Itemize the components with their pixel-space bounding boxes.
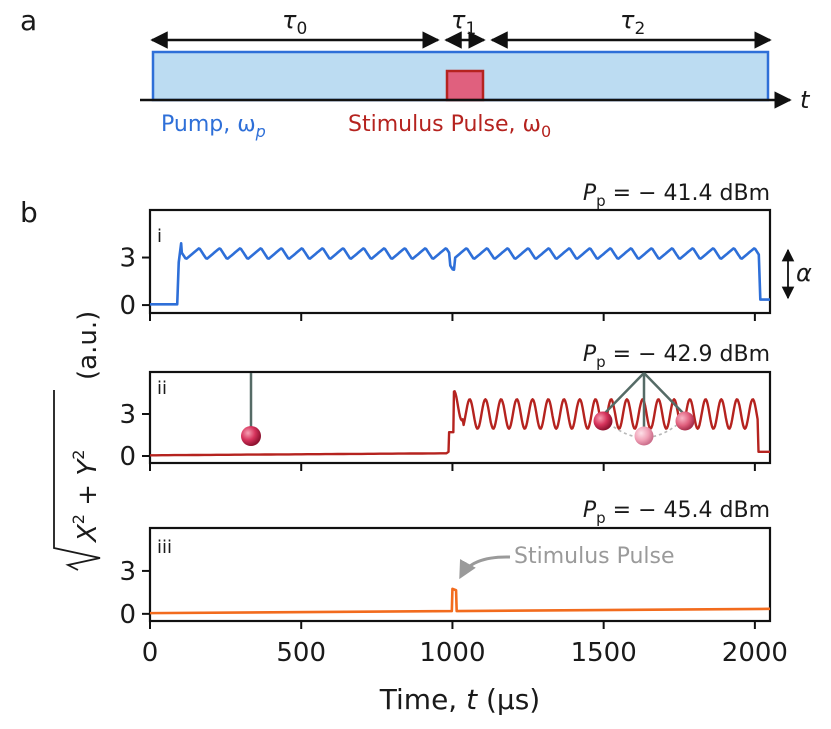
trace-i (150, 241, 770, 306)
y-tick-label: 0 (119, 600, 136, 630)
x-tick-label: 1000 (419, 638, 485, 668)
y-axis-label-units: (a.u.) (73, 311, 103, 380)
panel-a-label: a (20, 4, 37, 37)
trace-iii (149, 587, 771, 615)
x-tick-label: 1500 (571, 638, 637, 668)
swing-ball-right (675, 411, 695, 431)
y-axis-label: X2 + Y2 (a.u.) (53, 311, 103, 571)
stimulus-pulse-block (445, 69, 485, 102)
axis-ticks: 0 3 0 3 0 3 0 500 1000 1500 2000 (119, 244, 788, 668)
stimulus-annotation-arrow (459, 555, 511, 580)
subplot-ii-title: Pp = − 42.9 dBm (583, 342, 770, 371)
x-tick-label: 500 (276, 638, 326, 668)
y-tick-label: 0 (119, 442, 136, 472)
panel-b-label: b (20, 196, 38, 229)
time-axis-label: t (800, 86, 811, 114)
subplot-iii-roman: iii (157, 537, 172, 558)
trace-ii (150, 390, 770, 457)
x-axis-label: Time, t (μs) (379, 683, 540, 716)
swing-rod-right (643, 372, 685, 415)
alpha-label: α (796, 259, 812, 287)
subplot-iii: iii Pp = − 45.4 dBm Stimulus Pulse (148, 498, 772, 623)
subplot-ii: ii Pp = − 42.9 dBm (148, 342, 772, 465)
subplot-i: i Pp = − 41.4 dBm α (148, 181, 812, 315)
panel-a: a τ0 τ1 τ2 t Pump, ωp Stimulus Pulse, ω0 (20, 4, 811, 141)
x-tick-label: 0 (142, 638, 159, 668)
subplot-i-roman: i (157, 226, 162, 247)
subplot-i-title: Pp = − 41.4 dBm (583, 181, 770, 210)
y-tick-label: 0 (119, 291, 136, 321)
subplot-ii-frame (148, 370, 772, 465)
y-axis-label-radicand: X2 + Y2 (69, 450, 103, 544)
y-tick-label: 3 (119, 400, 136, 430)
pump-legend: Pump, ωp (161, 112, 266, 141)
y-tick-label: 3 (119, 557, 136, 587)
stimulus-legend: Stimulus Pulse, ω0 (348, 112, 551, 141)
subplot-ii-roman: ii (157, 378, 167, 399)
subplot-iii-title: Pp = − 45.4 dBm (583, 498, 770, 527)
y-tick-label: 3 (119, 244, 136, 274)
swing-ball-center (634, 426, 654, 446)
tau0-label: τ0 (282, 6, 307, 39)
swing-ball-left (593, 411, 613, 431)
stimulus-annotation-label: Stimulus Pulse (514, 544, 675, 569)
swing-rod-left (603, 372, 645, 415)
x-tick-label: 2000 (722, 638, 788, 668)
subplot-i-frame (148, 208, 772, 315)
tau2-label: τ2 (620, 6, 645, 39)
pendulum-ball-rest (241, 426, 261, 446)
subplot-iii-frame (148, 526, 772, 623)
tau1-label: τ1 (451, 6, 476, 39)
